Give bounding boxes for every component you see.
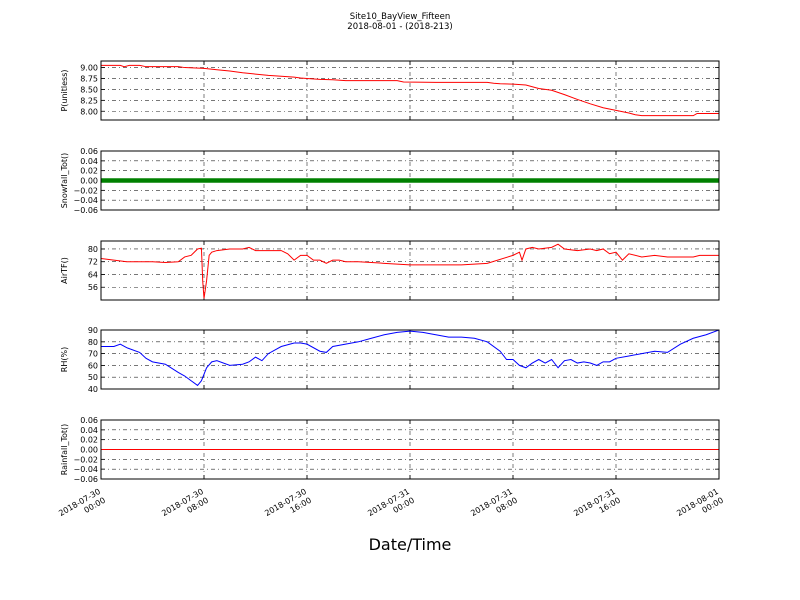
panel-2-series-line (101, 243, 719, 299)
panel-3-ytick-label-2: 60 (88, 361, 98, 370)
x-axis-label: Date/Time (369, 535, 452, 554)
panel-4-ytick-label-1: −0.04 (73, 465, 98, 474)
panel-1: −0.06−0.04−0.020.000.020.040.06 Snowfall_… (60, 147, 720, 215)
panel-0-ylabel: P(unitless) (60, 69, 69, 111)
panel-4-ytick-label-2: −0.02 (73, 455, 98, 464)
panel-2: 56 64 72 80 AirTF() (60, 240, 720, 301)
chart-subtitle: 2018-08-01 - (2018-213) (347, 22, 452, 32)
panel-0-series-line (101, 64, 719, 117)
x-tick-label-0: 2018-07-3000:00 (57, 487, 107, 527)
panel-2-ytick-label-1: 64 (88, 270, 98, 279)
panel-1-ytick-label-3: 0.00 (80, 177, 98, 186)
panel-2-frame (100, 240, 720, 301)
panel-1-frame (100, 150, 720, 211)
x-tick-label-4: 2018-07-3108:00 (469, 487, 519, 527)
panel-3-series-line (101, 330, 719, 387)
panel-1-ytick-label-4: 0.02 (80, 167, 98, 176)
panel-1-ytick-label-2: −0.02 (73, 186, 98, 195)
panel-3: 40 50 60 70 80 90 RH(%) (60, 326, 720, 394)
panel-4-ytick-label-3: 0.00 (80, 446, 98, 455)
chart-title: Site10_BayView_Fifteen (350, 12, 451, 22)
panel-0-ytick-label-1: 8.25 (80, 96, 98, 105)
panel-0-ytick-label-0: 8.00 (80, 107, 98, 116)
panel-2-ytick-label-2: 72 (88, 258, 98, 267)
panel-0: 8.00 8.25 8.50 8.759.00 P(unitless) (60, 60, 720, 121)
panel-3-frame (100, 329, 720, 390)
x-axis: 2018-07-3000:00 2018-07-3008:00 2018-07-30… (57, 487, 725, 527)
panel-3-ytick-label-1: 50 (88, 373, 98, 382)
panel-1-ylabel: Snowfall_Tot() (60, 153, 69, 209)
panel-2-ytick-label-0: 56 (88, 283, 98, 292)
x-tick-label-1: 2018-07-3008:00 (160, 487, 210, 527)
panel-4-ytick-label-0: −0.06 (73, 475, 98, 484)
x-tick-label-6: 2018-08-0100:00 (675, 487, 725, 527)
panel-1-ytick-label-1: −0.04 (73, 196, 98, 205)
panel-4-ytick-label-5: 0.04 (80, 426, 98, 435)
panel-3-ytick-label-4: 80 (88, 338, 98, 347)
x-tick-label-3: 2018-07-3100:00 (366, 487, 416, 527)
panel-1-ytick-label-0: −0.06 (73, 206, 98, 215)
panel-2-ylabel: AirTF() (60, 257, 69, 284)
panel-4: −0.06−0.04−0.020.000.020.040.06 Rainfall_… (60, 416, 720, 484)
chart-panels: 8.008.258.508.759.00P(unitless)−0.06−0.0… (60, 60, 720, 484)
x-tick-label-5: 2018-07-3116:00 (572, 487, 622, 527)
x-tick-label-2: 2018-07-3016:00 (263, 487, 313, 527)
panel-3-ytick-label-3: 70 (88, 350, 98, 359)
panel-1-ytick-label-6: 0.06 (80, 147, 98, 156)
panel-0-ytick-label-4: 9.00 (80, 64, 98, 73)
panel-2-ytick-label-3: 80 (88, 245, 98, 254)
panel-0-frame (100, 60, 720, 121)
panel-4-ytick-label-6: 0.06 (80, 416, 98, 425)
panel-1-ytick-label-5: 0.04 (80, 157, 98, 166)
panel-0-ytick-label-3: 8.75 (80, 74, 98, 83)
panel-3-ytick-label-5: 90 (88, 326, 98, 335)
panel-4-frame (100, 419, 720, 480)
panel-4-ylabel: Rainfall_Tot() (60, 424, 69, 476)
panel-3-ytick-label-0: 40 (88, 385, 98, 394)
panel-4-ytick-label-4: 0.02 (80, 436, 98, 445)
panel-3-ylabel: RH(%) (60, 347, 69, 372)
panel-0-ytick-label-2: 8.50 (80, 85, 98, 94)
